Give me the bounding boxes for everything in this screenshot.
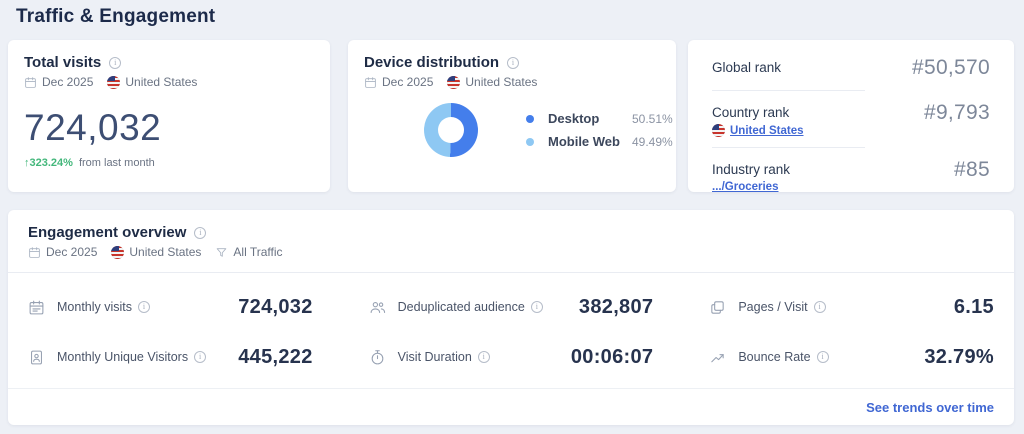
monthly-visits-value: 724,032 — [238, 295, 313, 318]
device-legend: Desktop 50.51% Mobile Web 49.49% — [526, 111, 673, 149]
info-icon[interactable] — [530, 301, 543, 313]
desktop-legend-dot — [526, 114, 534, 123]
engagement-overview-title: Engagement overview — [28, 224, 187, 241]
traffic-filter-label: All Traffic — [233, 245, 283, 259]
visit-duration-value: 00:06:07 — [570, 345, 654, 368]
industry-rank-row: Industry rank .../Groceries #85 — [712, 158, 990, 193]
engagement-overview-card: Engagement overview Dec 2025 United Stat… — [8, 210, 1014, 425]
stopwatch-icon — [369, 349, 386, 366]
pages-icon — [709, 299, 726, 316]
calendar-icon — [28, 299, 45, 316]
info-icon[interactable] — [816, 351, 829, 363]
device-distribution-title: Device distribution — [364, 54, 500, 71]
bounce-rate-value: 32.79% — [924, 345, 994, 368]
metric-pages-per-visit: Pages / Visit 6.15 — [709, 294, 994, 320]
info-icon[interactable] — [109, 56, 122, 69]
device-distribution-card: Device distribution Dec 2025 United Stat… — [348, 40, 676, 192]
calendar-icon — [25, 76, 36, 88]
global-rank-label: Global rank — [712, 60, 782, 75]
calendar-icon — [29, 246, 40, 258]
country-rank-row: Country rank United States #9,793 — [712, 101, 990, 137]
country-label: United States — [129, 245, 202, 259]
date-range-label: Dec 2025 — [46, 245, 98, 259]
industry-rank-label: Industry rank — [712, 162, 791, 177]
us-flag-icon — [712, 124, 725, 137]
page-title: Traffic & Engagement — [16, 6, 216, 27]
legend-item-mobile-web: Mobile Web 49.49% — [526, 134, 673, 149]
divider — [712, 90, 865, 91]
country-label: United States — [465, 75, 538, 89]
divider — [8, 272, 1014, 273]
global-rank-row: Global rank #50,570 — [712, 56, 990, 80]
total-visits-title: Total visits — [24, 54, 102, 71]
calendar-icon — [365, 76, 376, 88]
industry-rank-link[interactable]: .../Groceries — [712, 181, 779, 193]
divider — [712, 147, 865, 148]
metric-monthly-unique-visitors: Monthly Unique Visitors 445,222 — [28, 344, 313, 370]
us-flag-icon — [447, 75, 461, 89]
change-percent: ↑323.24% — [24, 157, 73, 169]
industry-rank-value: #85 — [954, 158, 990, 181]
trend-icon — [709, 349, 726, 366]
country-rank-value: #9,793 — [923, 101, 990, 124]
country-rank-label: Country rank — [712, 105, 790, 120]
rank-card: Global rank #50,570 Country rank United … — [688, 40, 1014, 193]
total-visits-value: 724,032 — [24, 107, 162, 148]
id-badge-icon — [28, 349, 45, 366]
total-visits-card: Total visits Dec 2025 United States 724,… — [8, 40, 330, 192]
global-rank-value: #50,570 — [911, 56, 990, 79]
info-icon[interactable] — [194, 351, 207, 363]
info-icon[interactable] — [507, 56, 520, 69]
metric-monthly-visits: Monthly visits 724,032 — [28, 294, 313, 320]
divider — [8, 388, 1014, 389]
date-range-label: Dec 2025 — [382, 75, 434, 89]
device-donut-chart — [424, 103, 478, 157]
pages-per-visit-value: 6.15 — [953, 295, 994, 318]
info-icon[interactable] — [138, 301, 151, 313]
metric-visit-duration: Visit Duration 00:06:07 — [369, 344, 654, 370]
deduplicated-audience-value: 382,807 — [578, 295, 654, 318]
change-suffix: from last month — [78, 157, 155, 169]
metric-bounce-rate: Bounce Rate 32.79% — [709, 344, 994, 370]
monthly-unique-visitors-value: 445,222 — [238, 345, 313, 368]
see-trends-link[interactable]: See trends over time — [866, 400, 994, 415]
country-rank-link[interactable]: United States — [730, 124, 804, 137]
metric-deduplicated-audience: Deduplicated audience 382,807 — [369, 294, 654, 320]
us-flag-icon — [111, 245, 125, 259]
mobile-web-legend-dot — [526, 137, 534, 146]
country-label: United States — [125, 75, 198, 89]
metrics-grid: Monthly visits 724,032 Deduplicated audi… — [28, 294, 994, 370]
legend-item-desktop: Desktop 50.51% — [526, 111, 673, 126]
date-range-label: Dec 2025 — [42, 75, 94, 89]
filter-icon — [217, 247, 227, 257]
info-icon[interactable] — [813, 301, 826, 313]
us-flag-icon — [107, 75, 121, 89]
users-icon — [369, 299, 386, 316]
info-icon[interactable] — [477, 351, 490, 363]
info-icon[interactable] — [194, 226, 207, 239]
